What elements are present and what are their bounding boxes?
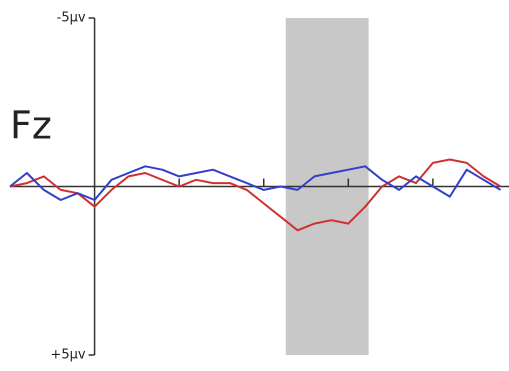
y-tick-label: -5µv (57, 11, 86, 26)
y-tick-label: +5µv (50, 348, 85, 363)
channel-label: Fz (10, 104, 52, 148)
trace (9, 165, 502, 201)
trace (9, 158, 502, 232)
